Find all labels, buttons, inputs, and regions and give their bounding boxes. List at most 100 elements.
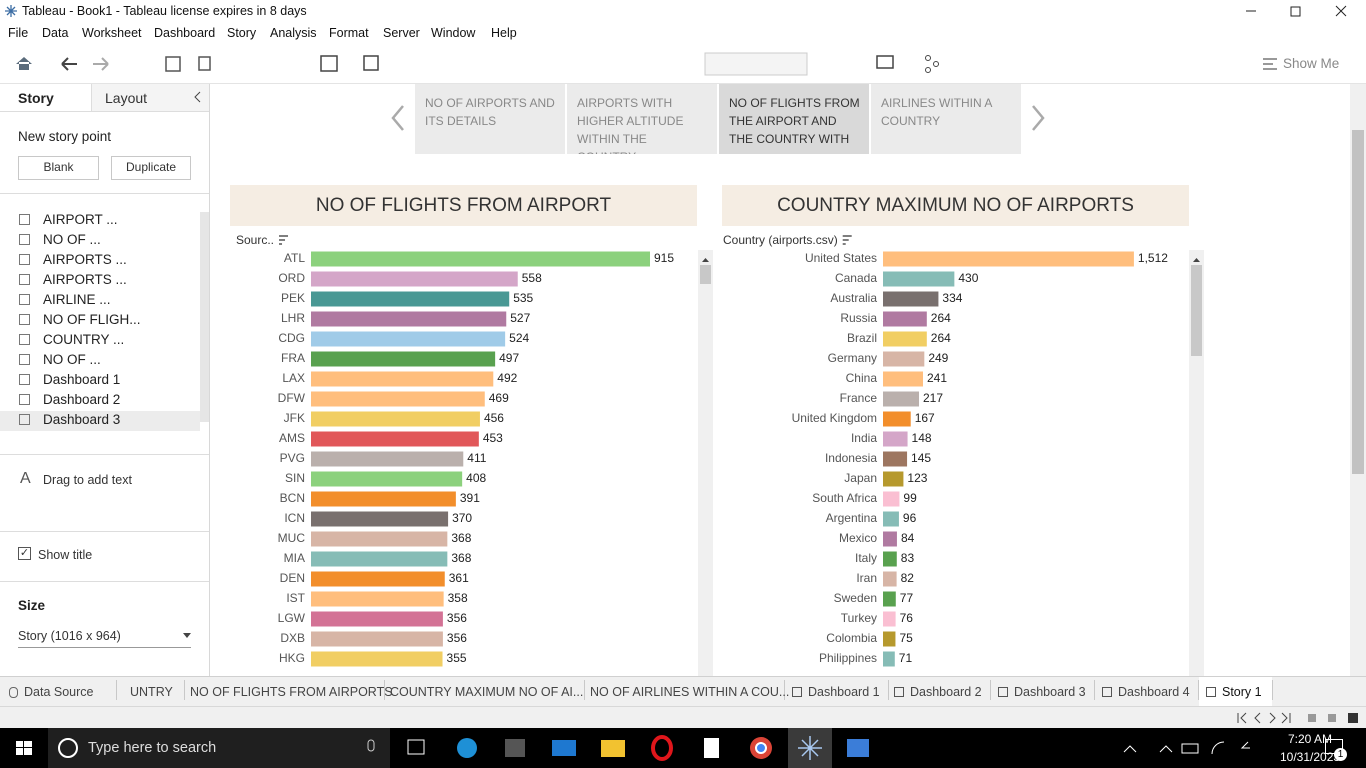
sheet-icon	[19, 234, 30, 245]
taskbar-icons[interactable]	[0, 728, 900, 768]
story-tab[interactable]: Story	[18, 90, 54, 106]
category-label: Sweden	[834, 591, 877, 605]
bar	[311, 611, 443, 627]
value-label: 492	[497, 371, 517, 385]
sheet-tab[interactable]: UNTRY	[130, 685, 173, 699]
bar	[883, 471, 904, 487]
collapse[interactable]	[193, 91, 203, 103]
scroll-arrow	[702, 258, 709, 262]
bar	[311, 511, 449, 527]
sheet-tab[interactable]: COUNTRY MAXIMUM NO OF AI...	[390, 685, 584, 699]
tray-icons[interactable]	[1120, 738, 1270, 758]
menu-item[interactable]: File	[8, 26, 29, 40]
bar	[311, 431, 479, 447]
value-label: 453	[483, 431, 503, 445]
sheet-tab[interactable]: Story 1	[1222, 685, 1262, 699]
bar	[883, 431, 908, 447]
show-me[interactable]: Show Me	[1283, 56, 1340, 71]
value-label: 99	[903, 491, 917, 505]
menu-item[interactable]: Format	[329, 26, 369, 40]
story-point[interactable]: NO OF AIRPORTS AND ITS DETAILS	[415, 84, 565, 154]
category-label: France	[840, 391, 878, 405]
chart-title-box	[230, 185, 697, 226]
bar	[311, 291, 510, 307]
value-label: 391	[460, 491, 480, 505]
toolbar-icons[interactable]	[0, 44, 1000, 84]
sheet-icon	[19, 394, 30, 405]
sheet-item[interactable]: AIRPORT ...	[43, 212, 118, 227]
menu-item[interactable]: Story	[227, 26, 257, 40]
sheet-item[interactable]: NO OF ...	[43, 352, 101, 367]
sheet-tab[interactable]: Dashboard 2	[910, 685, 982, 699]
duplicate-button[interactable]: Duplicate	[111, 156, 191, 180]
sheet-tab[interactable]: NO OF AIRLINES WITHIN A COU...	[590, 685, 790, 699]
window-title: Tableau - Book1 - Tableau license expire…	[22, 4, 307, 18]
menu-item[interactable]: Analysis	[270, 26, 317, 40]
category-label: ATL	[284, 251, 305, 265]
tab-separator	[990, 680, 991, 700]
category-label: Iran	[856, 571, 877, 585]
sheet-item[interactable]: Dashboard 2	[43, 392, 121, 407]
toolbar: Show Me	[0, 44, 1366, 84]
value-label: 915	[654, 251, 674, 265]
sheet-item[interactable]: AIRPORTS ...	[43, 272, 127, 287]
value-label: 356	[447, 631, 467, 645]
sheet-item[interactable]: AIRPORTS ...	[43, 252, 127, 267]
sheet-item[interactable]: Dashboard 3	[43, 412, 121, 427]
menu-item[interactable]: Help	[491, 26, 517, 40]
value-label: 96	[903, 511, 917, 525]
search-box[interactable]: Type here to search	[88, 740, 217, 756]
sheet-icon	[19, 294, 30, 305]
sheet-item[interactable]: NO OF FLIGH...	[43, 312, 141, 327]
category-label: FRA	[281, 351, 305, 365]
sheet-item[interactable]: COUNTRY ...	[43, 332, 125, 347]
previous-arrow[interactable]	[391, 105, 404, 131]
show-me-icon[interactable]	[1262, 56, 1278, 72]
size-value[interactable]: Story (1016 x 964)	[18, 629, 121, 643]
blank-button[interactable]: Blank	[18, 156, 99, 180]
category-label: ORD	[278, 271, 305, 285]
next-arrow[interactable]	[1032, 105, 1045, 131]
layout-tab[interactable]: Layout	[105, 90, 148, 106]
tab-separator	[116, 680, 117, 700]
sheet-tab[interactable]: Data Source	[24, 685, 94, 699]
value-label: 497	[499, 351, 519, 365]
sheet-tab[interactable]: Dashboard 1	[808, 685, 880, 699]
drag-to-add-text[interactable]: Drag to add text	[43, 473, 132, 487]
window-controls[interactable]	[1236, 3, 1356, 19]
bar	[311, 391, 485, 407]
category-label: JFK	[284, 411, 305, 425]
notification-count[interactable]: 1	[1334, 748, 1347, 761]
tab-separator	[888, 680, 889, 700]
tab-icon	[1102, 687, 1112, 697]
sheet-icon	[19, 334, 30, 345]
sheet-tab[interactable]: Dashboard 4	[1118, 685, 1190, 699]
story-point[interactable]: AIRLINES WITHIN A COUNTRY	[871, 84, 1021, 154]
bar	[883, 611, 896, 627]
bar	[883, 531, 897, 547]
sort-icon	[279, 235, 289, 245]
bar	[311, 451, 464, 467]
sheet-tab[interactable]: NO OF FLIGHTS FROM AIRPORTS	[190, 685, 393, 699]
bar	[311, 571, 445, 587]
show-title[interactable]: Show title	[38, 548, 93, 562]
menu-item[interactable]: Dashboard	[154, 26, 216, 40]
menu-item[interactable]: Data	[42, 26, 69, 40]
sheet-icon	[19, 314, 30, 325]
bar	[311, 531, 448, 547]
sheet-item[interactable]: NO OF ...	[43, 232, 101, 247]
nav-controls[interactable]	[1232, 712, 1362, 724]
tab-icon	[998, 687, 1008, 697]
menu-item[interactable]: Server	[383, 26, 420, 40]
value-label: 535	[513, 291, 533, 305]
sheet-item[interactable]: Dashboard 1	[43, 372, 121, 387]
menu-item[interactable]: Window	[431, 26, 476, 40]
value-label: 368	[451, 531, 471, 545]
menu-item[interactable]: Worksheet	[82, 26, 142, 40]
story-point[interactable]: AIRPORTS WITH HIGHER ALTITUDE WITHIN THE…	[567, 84, 717, 154]
sheet-tab[interactable]: Dashboard 3	[1014, 685, 1086, 699]
bar	[311, 591, 444, 607]
story-point[interactable]: NO OF FLIGHTS FROM THE AIRPORT AND THE C…	[719, 84, 869, 154]
sheet-item[interactable]: AIRLINE ...	[43, 292, 111, 307]
dropdown-arrow[interactable]	[183, 633, 191, 639]
